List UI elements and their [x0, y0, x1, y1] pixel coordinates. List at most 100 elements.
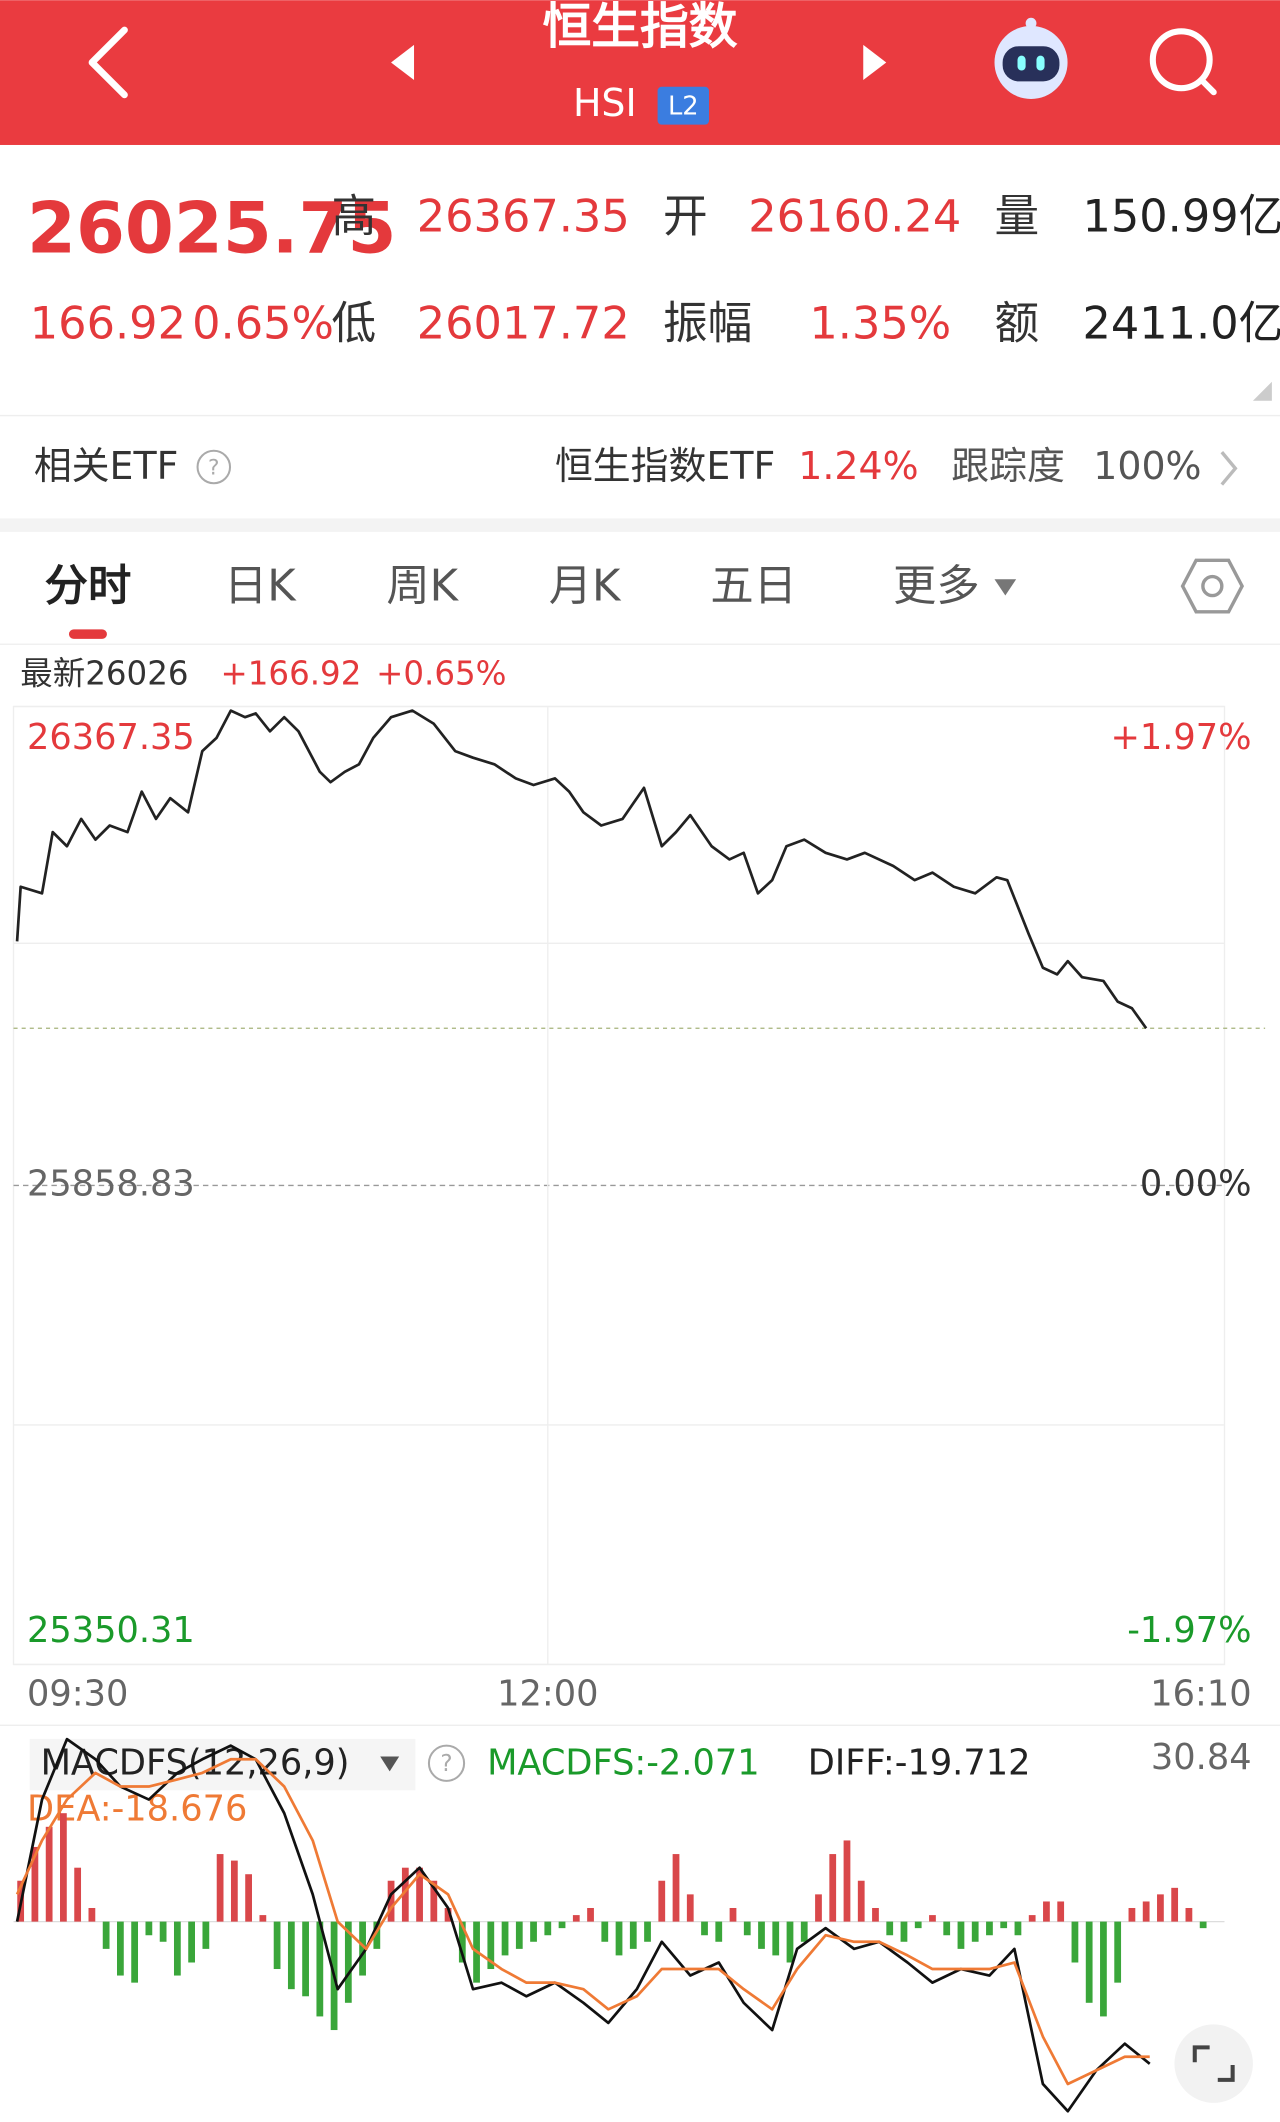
tab[interactable]: 月K: [549, 561, 622, 611]
histogram-bar: [872, 1907, 879, 1922]
histogram-bar: [644, 1921, 651, 1942]
last-price: 26025.75: [27, 187, 396, 269]
histogram-bar: [501, 1921, 509, 1956]
stat-label: 开: [663, 190, 708, 242]
histogram-bar: [259, 1915, 267, 1922]
dea-line: [15, 1757, 1150, 2086]
help-icon[interactable]: [196, 449, 232, 485]
histogram-bar: [929, 1915, 936, 1922]
assistant-eye: [1036, 55, 1045, 71]
stat-value: 1.35%: [809, 297, 951, 349]
tab-indicator: [69, 629, 107, 639]
histogram-bar: [886, 1921, 894, 1936]
help-icon-glyph: ?: [208, 455, 219, 480]
settings-button[interactable]: [1180, 558, 1245, 614]
stat-value: 26160.24: [748, 190, 961, 242]
x-tick-label: 09:30: [27, 1674, 128, 1715]
histogram-bar: [686, 1894, 694, 1922]
histogram-bar: [1071, 1921, 1079, 1963]
help-icon[interactable]: [427, 1744, 466, 1782]
assistant-button[interactable]: [994, 17, 1068, 99]
tab[interactable]: 日K: [224, 561, 297, 611]
histogram-bar: [88, 1907, 96, 1922]
histogram-bar: [800, 1921, 808, 1942]
histogram-bar: [401, 1867, 409, 1922]
stat-label: 额: [995, 297, 1040, 349]
histogram-bar: [458, 1921, 466, 1963]
histogram-bar: [60, 1813, 67, 1922]
fullscreen-button[interactable]: [1174, 2024, 1253, 2103]
tab[interactable]: 更多: [893, 561, 980, 611]
histogram-bar: [416, 1867, 423, 1922]
histogram-bar: [202, 1921, 210, 1949]
histogram-bar: [1014, 1921, 1022, 1936]
y-tick-label: 25858.83: [27, 1163, 195, 1204]
fullscreen-corner: [1217, 2064, 1235, 2082]
tab-dropdown-arrow[interactable]: [994, 579, 1017, 596]
histogram-bar: [430, 1880, 438, 1922]
histogram-bar: [943, 1921, 951, 1936]
histogram-bar: [245, 1874, 252, 1922]
histogram-bar: [986, 1921, 993, 1936]
histogram-bar: [1185, 1907, 1193, 1922]
plots: 26367.35 25858.83 25350.31 +1.97% 0.00% -1.97…: [13, 705, 1266, 2113]
histogram-bar: [287, 1921, 295, 1990]
level-badge-text: L2: [668, 92, 699, 122]
etf-change: 1.24%: [798, 444, 918, 488]
search-button[interactable]: [1149, 28, 1217, 96]
histogram-bar: [316, 1921, 324, 2017]
histogram-bar: [273, 1921, 281, 1970]
etf-label: 相关ETF: [34, 444, 179, 488]
histogram-bar: [173, 1921, 181, 1976]
histogram-bar: [1128, 1907, 1136, 1922]
search-handle: [1198, 76, 1217, 96]
histogram-bar: [159, 1921, 167, 1942]
tab[interactable]: 五日: [710, 561, 797, 611]
tab-active[interactable]: 分时: [45, 561, 132, 611]
histogram-bar: [857, 1880, 865, 1922]
price-line: [15, 709, 1148, 1030]
help-icon-glyph: ?: [440, 1751, 452, 1777]
histogram-bar: [1085, 1921, 1093, 2003]
histogram-bar: [1199, 1921, 1207, 1929]
histogram-bar: [672, 1854, 680, 1922]
etf-name[interactable]: 恒生指数ETF: [555, 444, 775, 488]
tab[interactable]: 周K: [386, 561, 459, 611]
histogram-bar: [701, 1921, 708, 1936]
macdfs-value: MACDFS:-2.071: [487, 1743, 759, 1784]
section-gap: [0, 518, 1280, 532]
prev-button[interactable]: [391, 44, 415, 81]
histogram-bar: [900, 1921, 908, 1942]
price-change-pct: 0.65%: [192, 297, 334, 349]
histogram-bar: [1057, 1901, 1065, 1922]
histogram-bar: [658, 1880, 666, 1922]
assistant-face: [1002, 46, 1060, 82]
price-change: 166.92: [30, 297, 186, 349]
assistant-antenna: [1025, 17, 1037, 29]
x-tick-label: 16:10: [1150, 1674, 1251, 1715]
expand-corner[interactable]: [1252, 381, 1272, 401]
tracking-label: 跟踪度: [951, 444, 1065, 488]
histogram-bar: [373, 1921, 381, 1949]
stat-label: 量: [995, 190, 1040, 242]
histogram-bar: [572, 1915, 580, 1922]
histogram-bar: [615, 1921, 623, 1956]
histogram-bar: [715, 1921, 723, 1942]
histogram-bar: [601, 1921, 609, 1942]
histogram-bar: [1043, 1901, 1050, 1922]
latest-change-pct: +0.65%: [376, 654, 506, 692]
histogram-bar: [230, 1860, 238, 1922]
histogram-bar: [344, 1921, 352, 2003]
histogram-bar: [387, 1880, 395, 1922]
histogram-bar: [530, 1921, 537, 1942]
back-button[interactable]: [88, 26, 128, 99]
etf-chevron[interactable]: [1220, 451, 1238, 486]
histogram-bar: [1028, 1915, 1036, 1922]
next-button[interactable]: [863, 44, 887, 81]
x-tick-label: 12:00: [497, 1674, 598, 1715]
y-tick-label: 30.84: [1151, 1737, 1252, 1778]
settings-button-core: [1201, 574, 1224, 598]
histogram-bar: [1142, 1901, 1150, 1922]
